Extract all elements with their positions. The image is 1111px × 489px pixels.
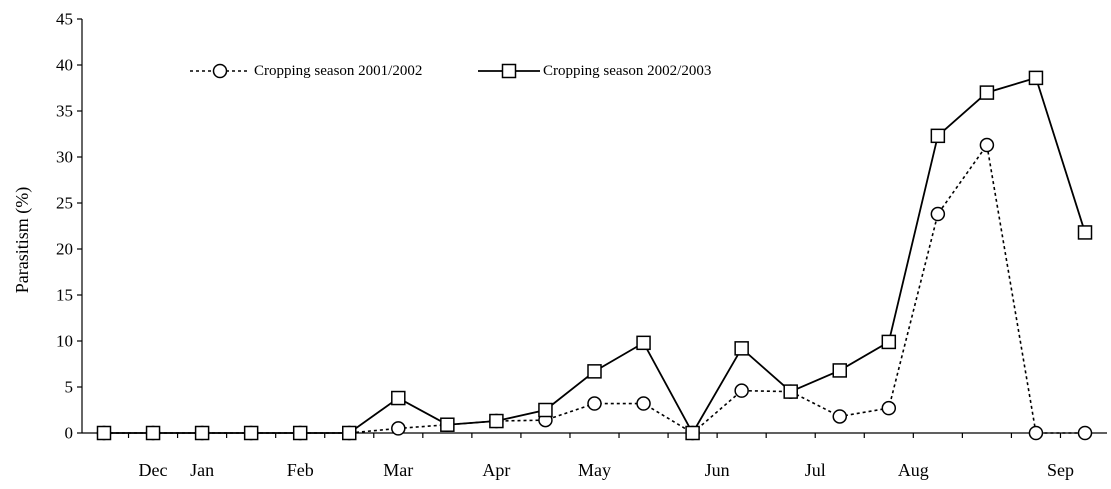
y-tick-label: 40 [56, 56, 73, 75]
data-point-square [96, 425, 112, 441]
data-point-circle [391, 421, 406, 436]
data-point-square [734, 341, 749, 356]
series-line [104, 143, 1085, 434]
data-point-circle [734, 383, 749, 398]
data-point-circle [979, 137, 995, 153]
data-point-circle [1028, 425, 1044, 441]
legend-marker-circle [212, 63, 228, 79]
data-point-square [292, 425, 308, 441]
data-point-square [832, 363, 847, 378]
series-2 [96, 70, 1093, 441]
legend-label-2: Cropping season 2002/2003 [543, 63, 711, 79]
y-tick-label: 0 [65, 424, 74, 443]
data-point-square [1077, 225, 1093, 240]
y-tick-label: 35 [56, 102, 73, 121]
y-tick-label: 5 [65, 378, 74, 397]
data-point-circle [832, 409, 847, 424]
series-1 [96, 137, 1093, 441]
data-point-square [881, 334, 897, 350]
legend-item-1: Cropping season 2001/2002 [190, 63, 422, 79]
legend-label-1: Cropping season 2001/2002 [254, 63, 422, 79]
x-tick-label: Aug [898, 460, 929, 480]
x-tick-label: Jan [190, 460, 214, 480]
legend: Cropping season 2001/2002 Cropping seaso… [190, 63, 711, 79]
data-point-square [145, 425, 161, 441]
y-ticks: 0 5 10 15 20 25 30 35 40 45 [56, 10, 82, 443]
data-point-square [930, 128, 946, 144]
data-point-circle [636, 396, 651, 411]
y-tick-label: 25 [56, 194, 73, 213]
y-tick-label: 20 [56, 240, 73, 259]
data-point-circle [587, 396, 602, 411]
x-ticks: Dec Jan Feb Mar Apr May Jun Jul Aug Sep [127, 433, 1074, 480]
x-tick-label: Apr [482, 460, 510, 480]
data-point-square [636, 335, 651, 351]
legend-marker-square [501, 63, 517, 79]
data-point-circle [1077, 425, 1093, 441]
data-point-circle [881, 400, 897, 416]
data-point-square [194, 425, 210, 441]
y-tick-label: 15 [56, 286, 73, 305]
data-point-square [587, 364, 602, 379]
x-tick-label: Sep [1047, 460, 1074, 480]
data-point-square [489, 413, 504, 429]
x-tick-label: Jun [705, 460, 730, 480]
y-tick-label: 30 [56, 148, 73, 167]
data-point-square [440, 417, 455, 432]
x-tick-label: Feb [287, 460, 314, 480]
x-tick-label: Mar [383, 460, 413, 480]
x-tick-label: Dec [139, 460, 168, 480]
series-layer [96, 70, 1093, 441]
data-point-square [1028, 70, 1044, 86]
y-tick-label: 10 [56, 332, 73, 351]
data-point-square [243, 425, 259, 441]
data-point-square [783, 384, 798, 399]
data-point-square [391, 390, 406, 406]
y-axis-label: Parasitism (%) [12, 187, 33, 293]
legend-item-2: Cropping season 2002/2003 [478, 63, 711, 79]
x-tick-label: May [578, 460, 611, 480]
data-point-square [538, 402, 553, 418]
data-point-square [685, 425, 700, 441]
y-tick-label: 45 [56, 10, 73, 29]
x-tick-label: Jul [805, 460, 826, 480]
data-point-square [979, 85, 995, 100]
data-point-square [342, 425, 357, 441]
data-point-circle [930, 206, 946, 222]
